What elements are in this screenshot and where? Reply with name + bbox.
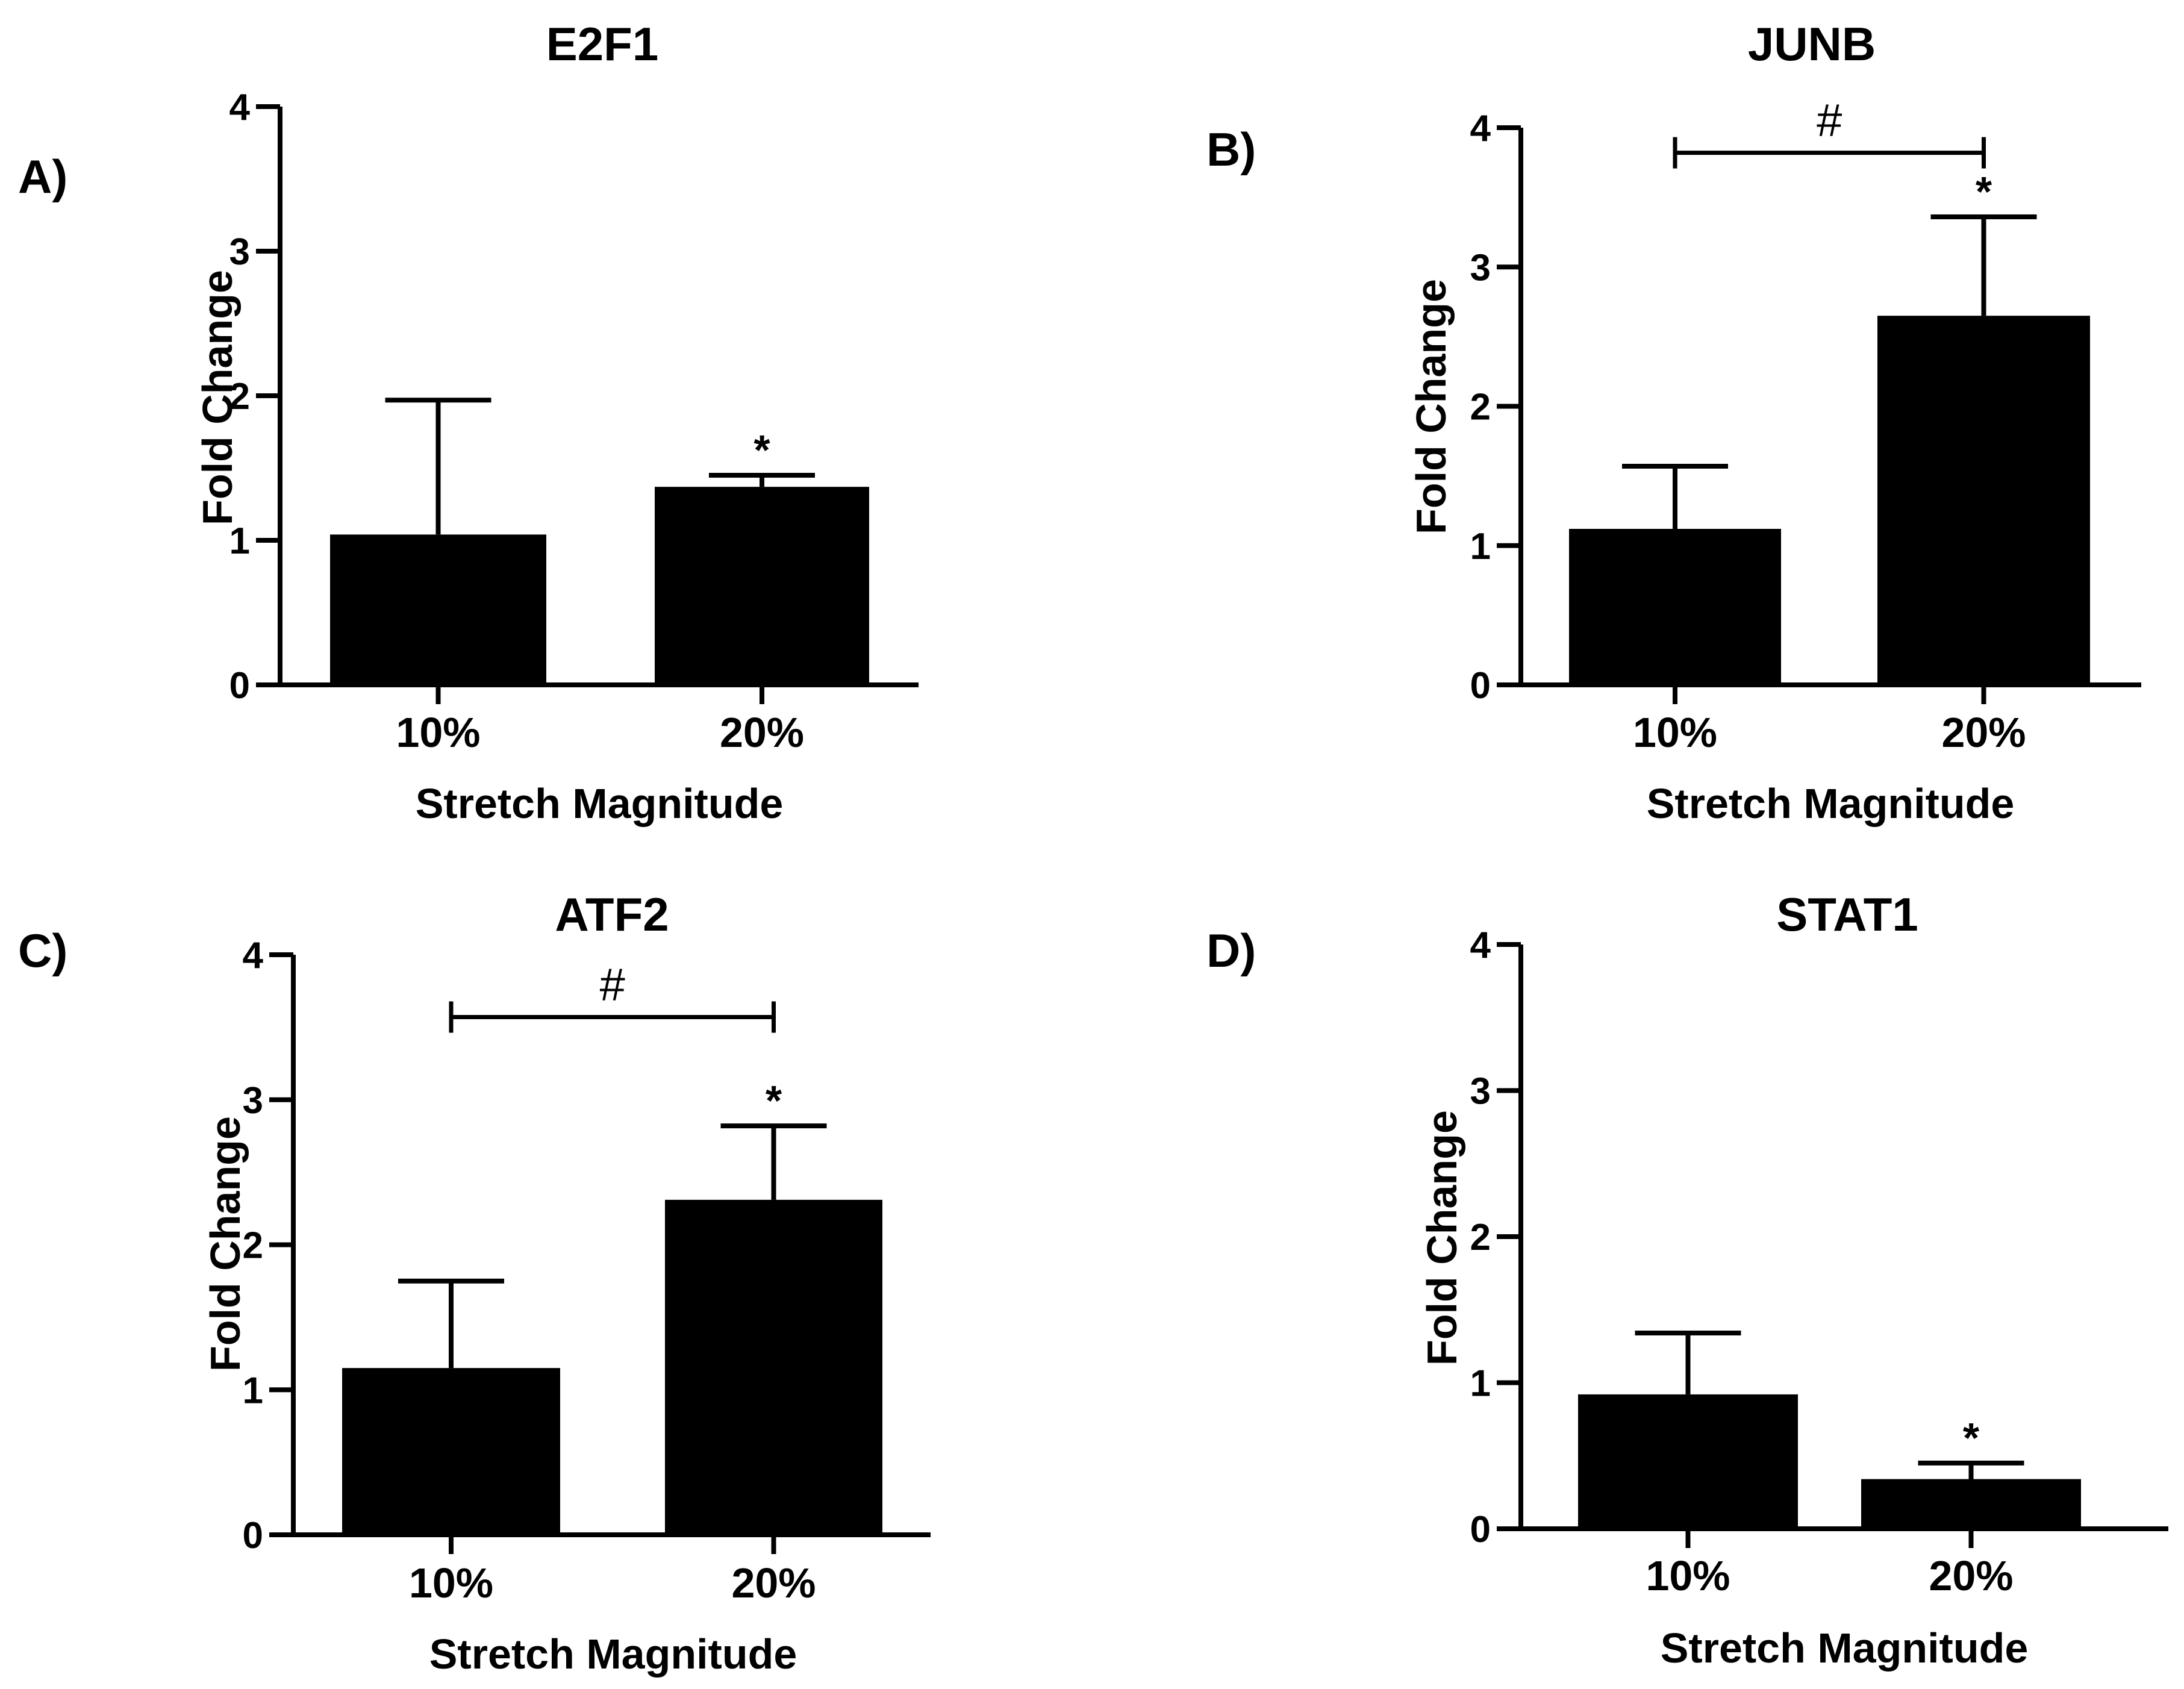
category-label: 10% [409, 1559, 493, 1606]
y-tick-label: 0 [243, 1515, 263, 1556]
bar-10pct [1569, 529, 1781, 685]
category-label: 10% [396, 709, 480, 756]
y-tick-label: 1 [1470, 1363, 1491, 1405]
bar-10pct [1578, 1394, 1798, 1529]
y-tick-label: 2 [229, 376, 250, 417]
y-axis-title: Fold Change [202, 1116, 249, 1372]
chart-title: ATF2 [555, 888, 669, 941]
chart-panel-e2f1: A) E2F1 0 1 2 3 4 10% * 20% Stretch Magnitude Fold … [18, 17, 919, 827]
x-axis-title: Stretch Magnitude [1661, 1625, 2029, 1672]
category-label: 20% [731, 1559, 816, 1606]
x-axis-title: Stretch Magnitude [1647, 780, 2015, 827]
category-label: 20% [1929, 1552, 2013, 1599]
bar-20pct [665, 1199, 882, 1535]
significance-star: * [766, 1077, 782, 1124]
chart-panel-stat1: D) STAT1 0 1 2 3 4 10% * 20% Stretch Magnitude Fold… [1206, 888, 2168, 1672]
category-label: 10% [1646, 1552, 1730, 1599]
significance-hash: # [1817, 95, 1842, 146]
chart-title: STAT1 [1776, 888, 1918, 941]
bar-10pct [342, 1368, 560, 1535]
panel-letter: C) [18, 924, 67, 977]
y-tick-label: 4 [1470, 925, 1491, 966]
panel-letter: D) [1206, 924, 1256, 977]
chart-title: E2F1 [546, 17, 658, 70]
y-axis-title: Fold Change [194, 270, 241, 525]
y-axis-title: Fold Change [1408, 279, 1455, 534]
y-tick-label: 3 [229, 231, 250, 273]
y-tick-label: 0 [1470, 1509, 1491, 1550]
y-tick-label: 2 [1470, 387, 1491, 428]
y-tick-label: 2 [1470, 1217, 1491, 1258]
bar-20pct [1861, 1479, 2081, 1529]
chart-panel-junb: B) JUNB 0 1 2 3 4 10% * 20% # Stretch Magnitude Fold… [1206, 17, 2141, 827]
category-label: 10% [1633, 709, 1717, 756]
y-tick-label: 1 [243, 1370, 263, 1411]
y-tick-label: 3 [243, 1080, 263, 1122]
y-tick-label: 3 [1470, 247, 1491, 289]
bar-20pct [1877, 316, 2090, 685]
significance-star: * [1976, 168, 1992, 215]
y-tick-label: 4 [243, 935, 264, 976]
y-tick-label: 4 [229, 87, 251, 128]
y-axis-title: Fold Change [1418, 1110, 1465, 1366]
y-tick-label: 4 [1470, 108, 1491, 149]
significance-star: * [753, 426, 770, 473]
category-label: 20% [1941, 709, 2026, 756]
y-tick-label: 2 [243, 1225, 263, 1267]
y-tick-label: 1 [229, 520, 250, 562]
significance-star: * [1963, 1414, 1980, 1461]
x-axis-title: Stretch Magnitude [429, 1631, 797, 1678]
x-axis-title: Stretch Magnitude [416, 780, 784, 827]
chart-panel-atf2: C) ATF2 0 1 2 3 4 10% * 20% # Stretch Magnitude Fold… [18, 888, 931, 1678]
category-label: 20% [720, 709, 804, 756]
panel-letter: B) [1206, 123, 1256, 176]
significance-hash: # [600, 960, 625, 1011]
panel-letter: A) [18, 150, 67, 203]
y-tick-label: 1 [1470, 526, 1491, 567]
bar-20pct [655, 487, 869, 685]
y-tick-label: 0 [229, 665, 250, 707]
y-tick-label: 3 [1470, 1071, 1491, 1113]
chart-title: JUNB [1748, 17, 1876, 70]
bar-10pct [330, 534, 546, 685]
y-tick-label: 0 [1470, 665, 1491, 707]
